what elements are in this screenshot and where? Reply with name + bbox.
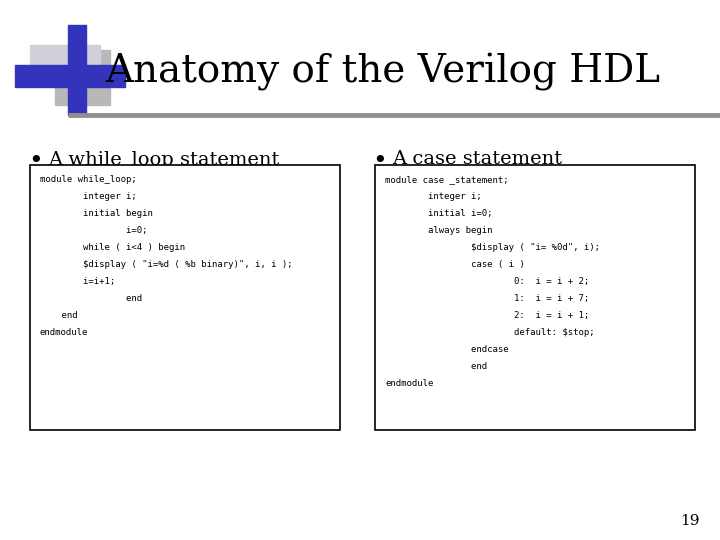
Text: case ( i ): case ( i ) (385, 260, 525, 269)
Bar (30, 165, 340, 430)
Text: 0:  i = i + 2;: 0: i = i + 2; (385, 277, 589, 286)
Text: always begin: always begin (385, 226, 492, 235)
Bar (375, 165, 695, 430)
Text: end: end (40, 294, 142, 303)
Text: A case statement: A case statement (392, 150, 562, 168)
Text: A while_loop statement: A while_loop statement (48, 150, 279, 169)
Text: initial i=0;: initial i=0; (385, 209, 492, 218)
Text: module case _statement;: module case _statement; (385, 175, 508, 184)
Text: initial begin: initial begin (40, 209, 153, 218)
Text: 2:  i = i + 1;: 2: i = i + 1; (385, 311, 589, 320)
Bar (68, 25, 86, 115)
Text: •: • (372, 150, 387, 173)
Text: endmodule: endmodule (385, 379, 433, 388)
Text: module while_loop;: module while_loop; (40, 175, 137, 184)
Text: $display ( "i= %0d", i);: $display ( "i= %0d", i); (385, 243, 600, 252)
Text: i=i+1;: i=i+1; (40, 277, 115, 286)
Text: while ( i<4 ) begin: while ( i<4 ) begin (40, 243, 185, 252)
Text: 1:  i = i + 7;: 1: i = i + 7; (385, 294, 589, 303)
Text: endcase: endcase (385, 345, 508, 354)
Text: endmodule: endmodule (40, 328, 89, 337)
Text: 19: 19 (680, 514, 700, 528)
Text: end: end (40, 311, 78, 320)
Bar (30, 45, 100, 85)
Text: default: $stop;: default: $stop; (385, 328, 595, 337)
Text: integer i;: integer i; (385, 192, 482, 201)
Bar (55, 50, 110, 105)
Text: i=0;: i=0; (40, 226, 148, 235)
Text: end: end (385, 362, 487, 371)
Bar (15, 65, 125, 87)
Text: integer i;: integer i; (40, 192, 137, 201)
Text: $display ( "i=%d ( %b binary)", i, i );: $display ( "i=%d ( %b binary)", i, i ); (40, 260, 292, 269)
Text: •: • (28, 150, 42, 173)
Text: Anatomy of the Verilog HDL: Anatomy of the Verilog HDL (105, 53, 660, 91)
